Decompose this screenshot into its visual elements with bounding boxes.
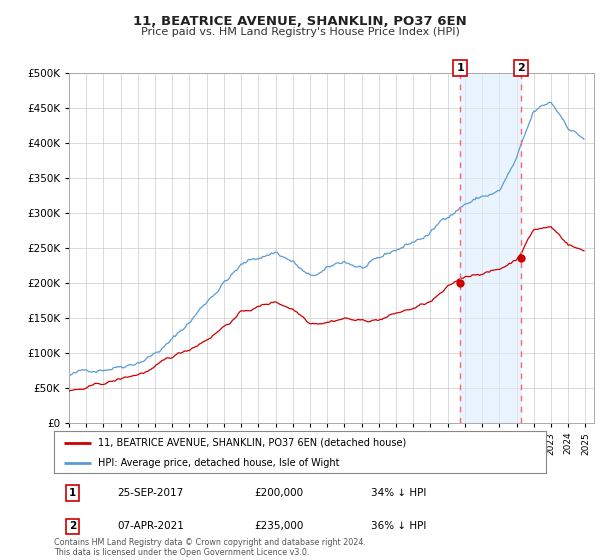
Text: £235,000: £235,000 — [254, 521, 304, 531]
Text: 07-APR-2021: 07-APR-2021 — [118, 521, 184, 531]
Text: 36% ↓ HPI: 36% ↓ HPI — [371, 521, 426, 531]
Text: HPI: Average price, detached house, Isle of Wight: HPI: Average price, detached house, Isle… — [98, 458, 340, 468]
Text: Price paid vs. HM Land Registry's House Price Index (HPI): Price paid vs. HM Land Registry's House … — [140, 27, 460, 38]
Text: 1: 1 — [457, 63, 464, 73]
Text: 25-SEP-2017: 25-SEP-2017 — [118, 488, 184, 498]
Text: Contains HM Land Registry data © Crown copyright and database right 2024.
This d: Contains HM Land Registry data © Crown c… — [54, 538, 366, 557]
Text: 11, BEATRICE AVENUE, SHANKLIN, PO37 6EN: 11, BEATRICE AVENUE, SHANKLIN, PO37 6EN — [133, 15, 467, 28]
Text: 2: 2 — [69, 521, 76, 531]
Bar — [460, 73, 521, 423]
Text: 11, BEATRICE AVENUE, SHANKLIN, PO37 6EN (detached house): 11, BEATRICE AVENUE, SHANKLIN, PO37 6EN … — [98, 438, 407, 448]
Text: 1: 1 — [69, 488, 76, 498]
Text: £200,000: £200,000 — [254, 488, 304, 498]
Text: 2: 2 — [517, 63, 525, 73]
Text: 34% ↓ HPI: 34% ↓ HPI — [371, 488, 426, 498]
